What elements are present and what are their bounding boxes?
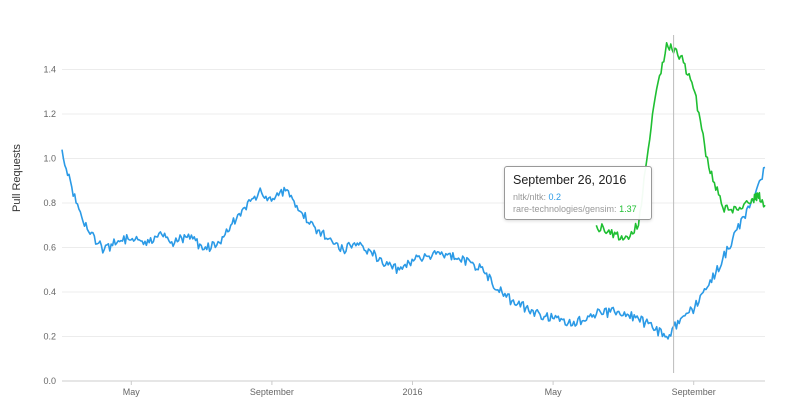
x-tick-label: May <box>123 387 141 397</box>
y-axis-ticks: 0.0 0.2 0.4 0.6 0.8 1.0 1.2 1.4 <box>43 65 56 387</box>
grid-lines <box>62 69 765 337</box>
tooltip-gensim-label: rare-technologies/gensim: <box>513 204 620 214</box>
tooltip-row-gensim: rare-technologies/gensim: 1.37 <box>513 203 643 215</box>
x-tick-label: September <box>672 387 716 397</box>
series-line-nltk <box>61 149 766 340</box>
tooltip-nltk-label: nltk/nltk: <box>513 192 549 202</box>
tooltip-gensim-value: 1.37 <box>619 204 637 214</box>
tooltip-nltk-value: 0.2 <box>548 192 562 202</box>
y-tick-label: 0.0 <box>43 376 56 386</box>
tooltip-row-nltk: nltk/nltk: 0.2 <box>513 191 643 203</box>
y-tick-label: 0.4 <box>43 287 56 297</box>
series-line-gensim <box>595 41 766 241</box>
y-axis-label: Pull Requests <box>11 144 23 212</box>
series-group <box>61 41 766 340</box>
y-tick-label: 0.6 <box>43 243 56 253</box>
y-tick-label: 1.2 <box>43 109 56 119</box>
x-tick-label: 2016 <box>402 387 422 397</box>
y-tick-label: 1.4 <box>43 65 56 75</box>
x-tick-label: May <box>545 387 563 397</box>
y-tick-label: 0.2 <box>43 332 56 342</box>
y-tick-label: 0.8 <box>43 198 56 208</box>
x-axis-ticks: May September 2016 May September <box>123 381 716 397</box>
y-tick-label: 1.0 <box>43 154 56 164</box>
hover-tooltip: September 26, 2016 nltk/nltk: 0.2 rare-t… <box>504 166 652 220</box>
x-tick-label: September <box>250 387 294 397</box>
tooltip-date: September 26, 2016 <box>513 173 627 187</box>
